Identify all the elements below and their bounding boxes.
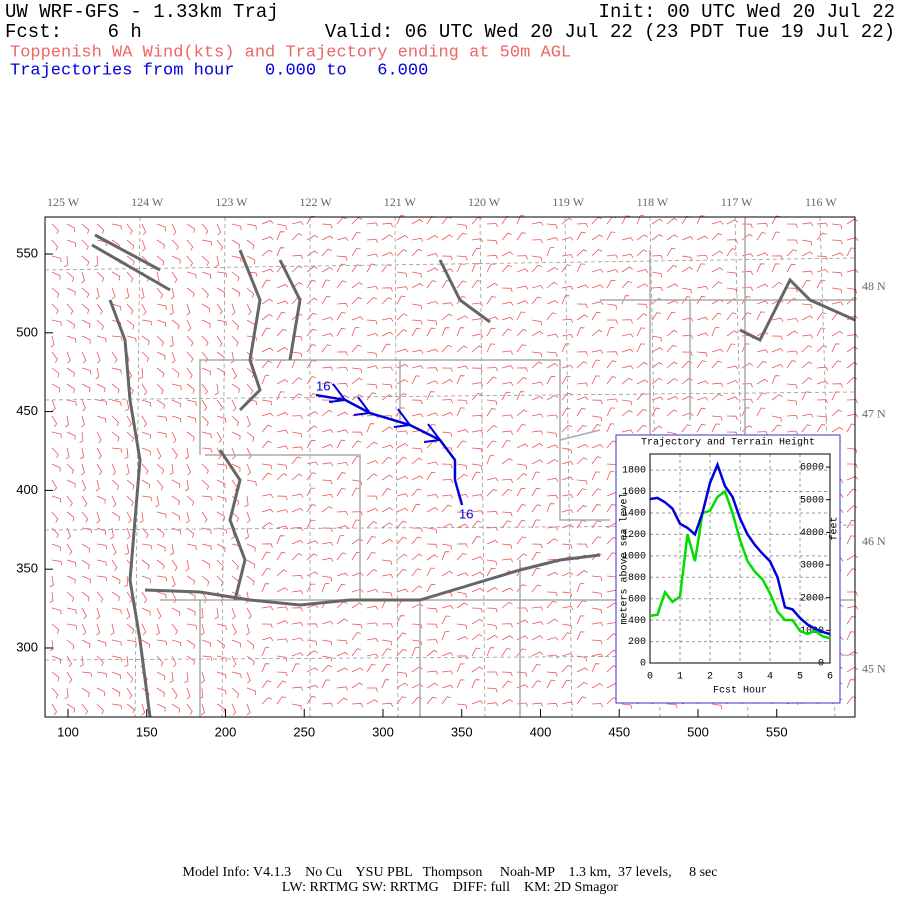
longitude-label: 123 W <box>215 195 248 209</box>
latitude-label: 47 N <box>862 406 886 420</box>
x-tick-label: 4 <box>767 672 773 683</box>
x-tick-label: 350 <box>451 724 473 739</box>
x-axis-label: Fcst Hour <box>713 686 767 697</box>
x-tick-label: 0 <box>647 672 653 683</box>
y2-tick-label: 2000 <box>800 593 824 604</box>
y-tick-label: 400 <box>628 616 646 627</box>
map-frame <box>44 216 856 718</box>
longitude-label: 116 W <box>805 195 837 209</box>
x-tick-label: 150 <box>136 724 158 739</box>
inset-plot-frame <box>649 453 831 664</box>
y-tick-label: 1400 <box>622 509 646 520</box>
trajectory-arrow <box>393 408 412 428</box>
trajectory-arrow <box>353 396 372 417</box>
x-tick-label: 1 <box>677 672 683 683</box>
y-tick-label: 0 <box>640 659 646 670</box>
longitude-label: 119 W <box>552 195 584 209</box>
coastlines-and-rivers <box>91 233 856 718</box>
y-tick-label: 550 <box>16 245 38 260</box>
x-tick-label: 2 <box>707 672 713 683</box>
longitude-label: 118 W <box>637 195 669 209</box>
y-tick-label: 1600 <box>622 487 646 498</box>
trajectory-start-label: 16 <box>316 379 330 394</box>
y-tick-label: 600 <box>628 594 646 605</box>
subtitle: Toppenish WA Wind(kts) and Trajectory en… <box>10 43 571 62</box>
latitude-label: 48 N <box>862 279 886 293</box>
latitude-label: 46 N <box>862 534 886 548</box>
y2-tick-label: 3000 <box>800 561 824 572</box>
longitude-label: 125 W <box>47 195 80 209</box>
inset-title: Trajectory and Terrain Height <box>641 437 815 449</box>
forecast-hour: Fcst: 6 h <box>5 21 142 43</box>
title: UW WRF-GFS - 1.33km Traj <box>5 1 279 23</box>
y2-axis-label: feet <box>829 516 841 540</box>
x-tick-label: 6 <box>827 672 833 683</box>
x-tick-label: 5 <box>797 672 803 683</box>
x-tick-label: 450 <box>608 724 630 739</box>
longitude-label: 121 W <box>384 195 417 209</box>
x-tick-label: 200 <box>215 724 237 739</box>
trajectory <box>315 393 464 506</box>
trajectory-end-label: 16 <box>459 506 473 521</box>
borders <box>160 217 855 717</box>
valid-time: Valid: 06 UTC Wed 20 Jul 22 (23 PDT Tue … <box>325 21 895 43</box>
x-tick-label: 3 <box>737 672 743 683</box>
y2-tick-label: 6000 <box>800 463 824 474</box>
y-tick-label: 350 <box>16 561 38 576</box>
y-tick-label: 450 <box>16 403 38 418</box>
footer-line: LW: RRTMG SW: RRTMG DIFF: full KM: 2D Sm… <box>282 880 618 895</box>
y-tick-label: 1200 <box>622 530 646 541</box>
longitude-label: 122 W <box>300 195 333 209</box>
y-tick-label: 300 <box>16 639 38 654</box>
y-tick-label: 500 <box>16 324 38 339</box>
x-tick-label: 500 <box>687 724 709 739</box>
y2-tick-label: 4000 <box>800 528 824 539</box>
y2-tick-label: 0 <box>818 659 824 670</box>
trajectory-arrow <box>328 383 347 403</box>
x-tick-label: 100 <box>57 724 79 739</box>
x-tick-label: 250 <box>293 724 315 739</box>
y-tick-label: 800 <box>628 573 646 584</box>
height-line <box>649 461 831 636</box>
y2-tick-label: 5000 <box>800 495 824 506</box>
y-tick-label: 1800 <box>622 466 646 477</box>
height-line <box>649 489 831 640</box>
y-tick-label: 1000 <box>622 551 646 562</box>
x-tick-label: 550 <box>766 724 788 739</box>
longitude-label: 124 W <box>131 195 164 209</box>
trajectory-range: Trajectories from hour 0.000 to 6.000 <box>10 61 428 80</box>
y-tick-label: 200 <box>628 637 646 648</box>
x-tick-label: 300 <box>372 724 394 739</box>
longitude-label: 120 W <box>468 195 501 209</box>
trajectory-arrow <box>423 423 442 443</box>
footer-line: Model Info: V4.1.3 No Cu YSU PBL Thompso… <box>183 865 718 880</box>
init-time: Init: 00 UTC Wed 20 Jul 22 <box>599 1 895 23</box>
latitude-label: 45 N <box>862 661 886 675</box>
longitude-label: 117 W <box>721 195 753 209</box>
y-tick-label: 400 <box>16 482 38 497</box>
y-axis-label: meters above sea level <box>619 492 631 624</box>
x-tick-label: 400 <box>530 724 552 739</box>
inset-panel <box>615 434 841 704</box>
